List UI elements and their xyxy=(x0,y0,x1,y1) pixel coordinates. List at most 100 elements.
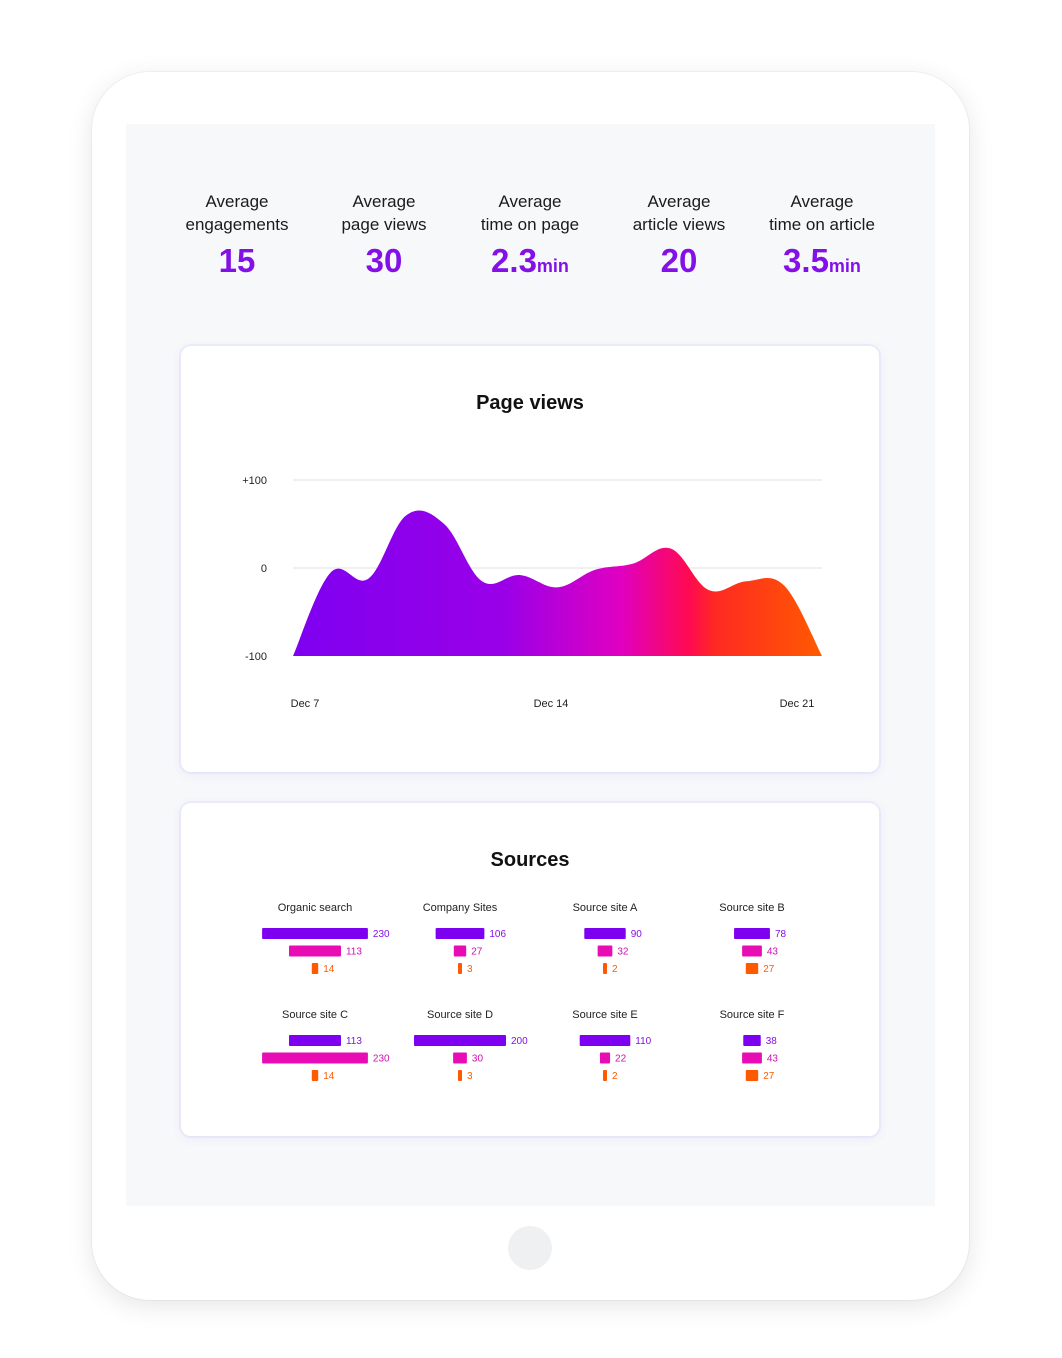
y-tick-label: 0 xyxy=(261,563,267,575)
source-name: Source site F xyxy=(720,1009,785,1021)
stat-label-line1: Average xyxy=(647,192,711,211)
stats-row: Average engagements 15 Average page view… xyxy=(126,190,935,290)
source-bar xyxy=(599,1052,611,1064)
source-bar-value: 78 xyxy=(775,929,787,940)
stat-label-line1: Average xyxy=(790,192,854,211)
source-bar xyxy=(453,945,467,957)
source-group: Organic search 230 113 14 xyxy=(262,902,390,975)
source-bar xyxy=(262,1052,368,1064)
sources-card: Sources Organic search 230 113 14 Company Si… xyxy=(181,803,879,1136)
source-bar xyxy=(311,1070,319,1081)
source-bar-value: 22 xyxy=(615,1054,627,1065)
source-bar xyxy=(262,928,368,939)
source-bar-value: 2 xyxy=(612,1071,618,1082)
source-bar-value: 14 xyxy=(323,1071,335,1082)
stat-value: 3.5min xyxy=(747,242,897,285)
source-bar xyxy=(743,1035,761,1046)
source-bar-value: 43 xyxy=(767,1054,779,1065)
source-bar-value: 200 xyxy=(511,1036,528,1047)
stat-value: 2.3min xyxy=(455,242,605,285)
stat-average-engagements: Average engagements 15 xyxy=(162,190,312,285)
stat-number: 3.5 xyxy=(783,242,829,279)
stat-label-line2: time on page xyxy=(480,215,580,234)
source-bar-value: 113 xyxy=(346,1036,362,1047)
source-bar-value: 230 xyxy=(373,1054,390,1065)
source-name: Source site C xyxy=(282,1009,348,1021)
source-name: Source site A xyxy=(573,902,638,914)
x-tick-label: Dec 21 xyxy=(780,698,815,710)
stat-unit: min xyxy=(536,256,569,276)
stat-average-page-views: Average page views 30 xyxy=(309,190,459,285)
y-tick-label: -100 xyxy=(245,651,267,663)
source-name: Company Sites xyxy=(423,902,498,914)
stat-label-line2: time on article xyxy=(769,215,875,234)
source-bar-value: 27 xyxy=(763,1071,775,1082)
source-group: Source site B 78 43 27 xyxy=(719,902,786,975)
stat-number: 15 xyxy=(218,242,256,279)
source-bar xyxy=(734,928,770,939)
stat-number: 30 xyxy=(365,242,403,279)
source-bar xyxy=(597,945,613,957)
source-bar-value: 230 xyxy=(373,929,390,940)
source-bar xyxy=(453,1052,467,1064)
source-bar xyxy=(584,928,626,939)
source-name: Source site B xyxy=(719,902,784,914)
x-tick-label: Dec 14 xyxy=(534,698,569,710)
tablet-frame: Average engagements 15 Average page view… xyxy=(92,72,969,1300)
source-bar xyxy=(742,1052,762,1064)
source-bar xyxy=(311,963,319,974)
source-name: Source site E xyxy=(572,1009,637,1021)
stat-label-line2: engagements xyxy=(185,215,289,234)
x-tick-label: Dec 7 xyxy=(291,698,320,710)
page-views-title: Page views xyxy=(476,392,584,414)
stat-label-line1: Average xyxy=(352,192,416,211)
source-bar xyxy=(458,1070,462,1081)
page-views-chart: +100 0 -100 Dec 7 Dec 14 Dec 21 xyxy=(242,475,822,710)
source-group: Source site D 200 30 3 xyxy=(414,1009,528,1082)
source-bar xyxy=(742,945,762,957)
source-name: Source site D xyxy=(427,1009,493,1021)
source-bar-value: 110 xyxy=(635,1036,651,1047)
stat-average-article-views: Average article views 20 xyxy=(604,190,754,285)
source-name: Organic search xyxy=(278,902,353,914)
stat-value: 15 xyxy=(162,242,312,285)
source-bar-value: 38 xyxy=(766,1036,778,1047)
stat-value: 20 xyxy=(604,242,754,285)
source-bar xyxy=(458,963,462,974)
stat-label-line1: Average xyxy=(205,192,269,211)
page-views-area xyxy=(293,510,822,656)
source-bar-value: 2 xyxy=(612,964,618,975)
source-bar-value: 32 xyxy=(617,947,629,958)
source-group: Company Sites 106 27 3 xyxy=(423,902,507,975)
source-bar xyxy=(579,1035,631,1046)
stat-label-line2: article views xyxy=(632,215,726,234)
source-bar xyxy=(414,1035,506,1046)
source-bar-value: 106 xyxy=(489,929,506,940)
home-button[interactable] xyxy=(508,1226,552,1270)
stat-number: 20 xyxy=(660,242,698,279)
source-bar-value: 27 xyxy=(763,964,775,975)
y-tick-label: +100 xyxy=(242,475,267,487)
source-bar-value: 43 xyxy=(767,947,779,958)
source-bar-value: 3 xyxy=(467,1071,473,1082)
source-bar xyxy=(289,945,341,957)
stat-label-line1: Average xyxy=(498,192,562,211)
stat-label-line2: page views xyxy=(341,215,427,234)
sources-title: Sources xyxy=(490,849,570,871)
page-views-card: Page views +100 0 -100 Dec 7 Dec 14 Dec 21 xyxy=(181,346,879,772)
source-bar-value: 3 xyxy=(467,964,473,975)
source-bar xyxy=(745,963,759,974)
stat-number: 2.3 xyxy=(491,242,537,279)
stat-unit: min xyxy=(828,256,861,276)
stat-average-time-on-article: Average time on article 3.5min xyxy=(747,190,897,285)
source-bar-value: 113 xyxy=(346,947,362,958)
source-bar xyxy=(745,1070,759,1081)
source-group: Source site F 38 43 27 xyxy=(720,1009,785,1082)
source-bar xyxy=(435,928,485,939)
source-group: Source site C 113 230 14 xyxy=(262,1009,390,1082)
source-bar-value: 14 xyxy=(323,964,335,975)
stat-average-time-on-page: Average time on page 2.3min xyxy=(455,190,605,285)
